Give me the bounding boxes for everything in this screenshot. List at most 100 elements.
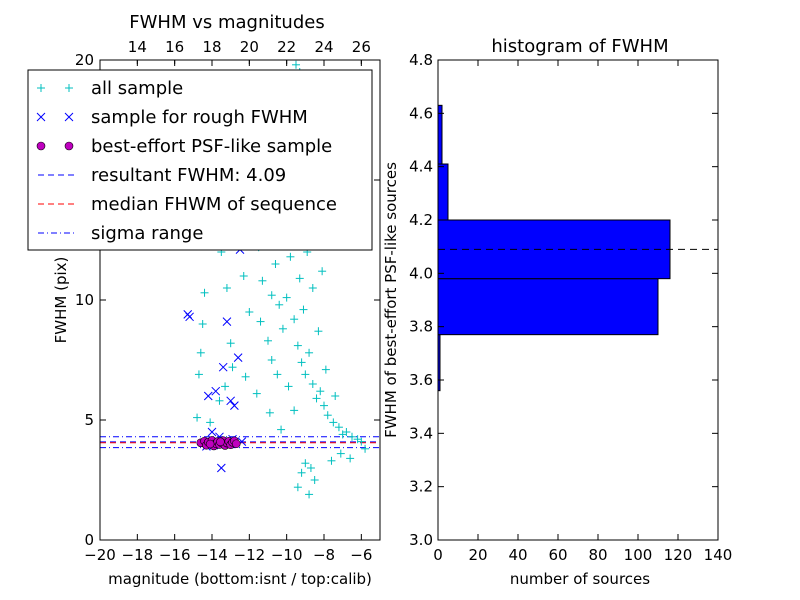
histogram-bars bbox=[437, 104, 671, 392]
all-sample-point bbox=[331, 392, 340, 400]
y-tick-label: 3.8 bbox=[409, 318, 433, 336]
all-sample-point bbox=[239, 272, 248, 280]
all-sample-point bbox=[206, 418, 215, 427]
all-sample-point bbox=[310, 476, 319, 484]
y-tick-label: 3.2 bbox=[409, 478, 433, 496]
legend-label: median FHWM of sequence bbox=[91, 194, 337, 215]
rough-fwhm-point bbox=[207, 427, 217, 437]
legend-item: median FHWM of sequence bbox=[38, 194, 337, 215]
all-sample-point bbox=[329, 418, 338, 427]
all-sample-point bbox=[275, 300, 284, 309]
x-tick-label: −20 bbox=[84, 546, 116, 564]
all-sample-point bbox=[222, 284, 231, 292]
legend-marker bbox=[37, 84, 45, 92]
all-sample-point bbox=[265, 408, 274, 417]
all-sample-point bbox=[314, 327, 323, 336]
y-tick-label: 4.6 bbox=[409, 104, 433, 122]
scatter-title: FWHM vs magnitudes bbox=[129, 12, 324, 33]
all-sample-point bbox=[196, 348, 205, 357]
rough-fwhm-point bbox=[216, 463, 226, 473]
top-tick-label: 16 bbox=[165, 38, 184, 56]
all-sample-point bbox=[226, 339, 235, 348]
x-tick-label: 80 bbox=[588, 546, 607, 564]
all-sample-point bbox=[312, 394, 321, 403]
all-sample-point bbox=[320, 401, 328, 410]
x-tick-label: 120 bbox=[664, 546, 693, 564]
all-sample-point bbox=[306, 464, 315, 472]
top-tick-label: 20 bbox=[240, 38, 259, 56]
legend-item: resultant FWHM: 4.09 bbox=[38, 165, 286, 186]
x-tick-label: −18 bbox=[122, 546, 154, 564]
legend: all sample sample for rough FWHM best-effo… bbox=[27, 69, 373, 251]
histogram-panel: 0 20 40 60 80 100 120 140 3.0 3.2 3.4 3.6 3.8 4.0 4.2 4… bbox=[382, 36, 732, 588]
all-sample-point bbox=[301, 459, 310, 468]
all-sample-point bbox=[348, 432, 356, 441]
all-sample-point bbox=[295, 274, 304, 283]
x-tick-label: 60 bbox=[548, 546, 567, 564]
rough-fwhm-point bbox=[222, 317, 232, 326]
legend-item: all sample bbox=[37, 78, 183, 99]
x-tick-label: −8 bbox=[313, 546, 335, 564]
all-sample-point bbox=[273, 370, 282, 379]
legend-marker bbox=[65, 84, 73, 92]
all-sample-point bbox=[334, 423, 343, 432]
all-sample-point bbox=[258, 276, 267, 285]
all-sample-point bbox=[267, 356, 276, 364]
y-tick-label: 3.0 bbox=[409, 531, 433, 549]
x-tick-label: −10 bbox=[271, 546, 303, 564]
scatter-panel: −20 −18 −16 −14 −12 −10 −8 −6 14 16 18 20 22 24 26 0 5 10… bbox=[27, 12, 381, 588]
all-sample-point bbox=[346, 454, 355, 463]
histogram-axes: 0 20 40 60 80 100 120 140 3.0 3.2 3.4 3.6 3.8 4.0 4.2 4… bbox=[409, 51, 732, 564]
y-tick-label: 4.4 bbox=[409, 158, 433, 176]
all-sample-point bbox=[336, 449, 345, 458]
all-sample-point bbox=[321, 365, 330, 374]
all-sample-point bbox=[290, 406, 299, 415]
legend-item: sigma range bbox=[38, 223, 203, 244]
x-tick-label: 140 bbox=[704, 546, 733, 564]
legend-marker bbox=[36, 112, 46, 122]
all-sample-point bbox=[305, 490, 314, 499]
legend-label: sigma range bbox=[91, 223, 203, 244]
all-sample-point bbox=[282, 293, 291, 302]
all-sample-point bbox=[286, 252, 295, 261]
legend-item: best-effort PSF-like sample bbox=[36, 136, 332, 157]
all-sample-point bbox=[297, 358, 306, 367]
x-tick-label: 40 bbox=[508, 546, 527, 564]
y-tick-label: 3.6 bbox=[409, 371, 433, 389]
x-tick-label: −16 bbox=[159, 546, 191, 564]
top-tick-label: 14 bbox=[128, 38, 147, 56]
all-sample-point bbox=[256, 317, 265, 326]
x-tick-label: 20 bbox=[468, 546, 487, 564]
x-tick-label: −6 bbox=[350, 546, 372, 564]
all-sample-point bbox=[200, 288, 209, 297]
all-sample-point bbox=[193, 413, 202, 422]
histogram-bar bbox=[437, 104, 443, 165]
all-sample-point bbox=[252, 389, 261, 398]
legend-label: best-effort PSF-like sample bbox=[91, 136, 332, 157]
all-sample-point bbox=[361, 444, 370, 453]
top-tick-label: 26 bbox=[352, 38, 371, 56]
rough-fwhm-point bbox=[233, 353, 243, 362]
y-tick-label: 3.4 bbox=[409, 424, 433, 442]
top-tick-label: 24 bbox=[314, 38, 333, 56]
all-sample-point bbox=[245, 308, 254, 316]
all-sample-point bbox=[228, 363, 237, 372]
all-sample-point bbox=[198, 320, 207, 328]
all-sample-point bbox=[342, 428, 351, 436]
legend-label: resultant FWHM: 4.09 bbox=[91, 165, 286, 186]
all-sample-point bbox=[301, 370, 310, 379]
rough-fwhm-point bbox=[218, 362, 228, 372]
all-sample-point bbox=[357, 437, 366, 446]
all-sample-point bbox=[293, 483, 302, 492]
rough-fwhm-point bbox=[203, 391, 213, 401]
rough-fwhm-point bbox=[230, 401, 239, 410]
x-tick-label: −12 bbox=[234, 546, 266, 564]
all-sample-point bbox=[278, 324, 287, 333]
legend-frame bbox=[27, 69, 373, 251]
x-tick-label: −14 bbox=[196, 546, 228, 564]
histogram-x-label: number of sources bbox=[510, 570, 650, 588]
x-tick-label: 0 bbox=[433, 546, 443, 564]
all-sample-point bbox=[194, 370, 203, 379]
legend-item: sample for rough FWHM bbox=[36, 107, 308, 128]
